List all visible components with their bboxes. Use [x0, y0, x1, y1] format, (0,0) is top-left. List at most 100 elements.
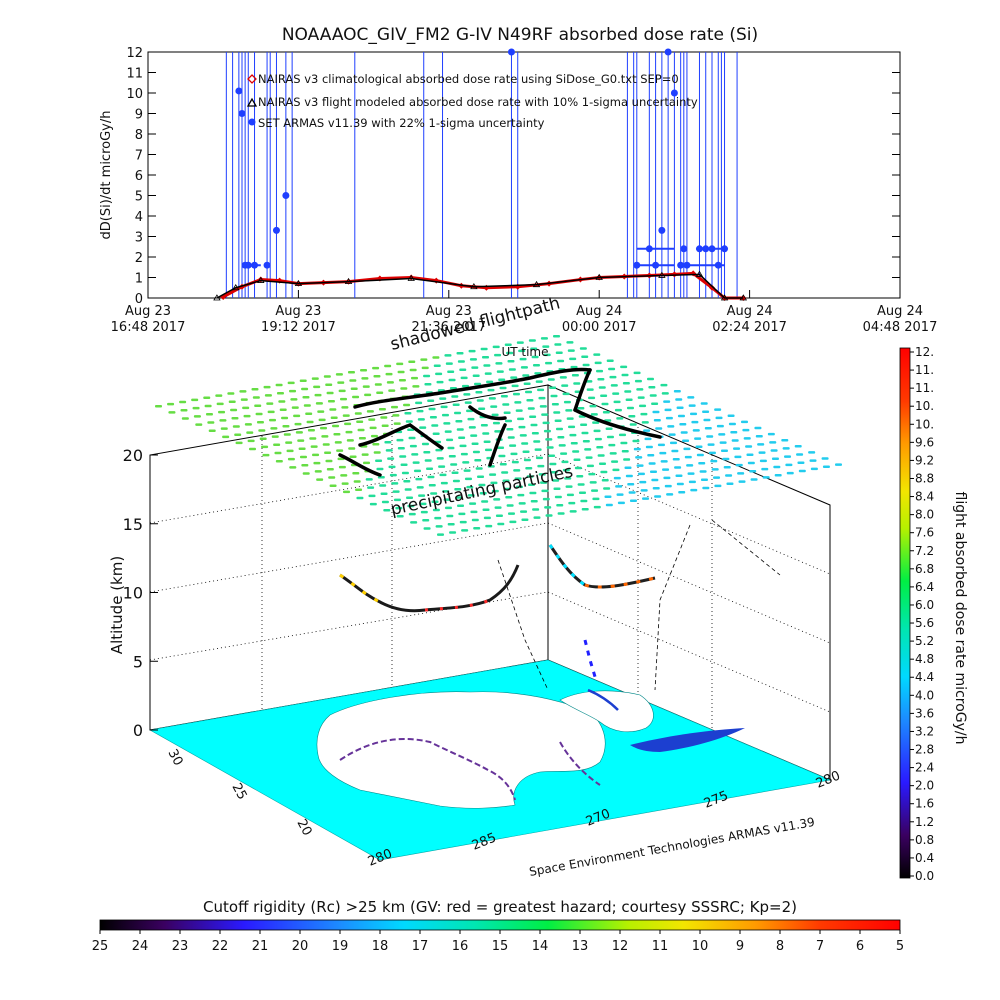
particle-dot: [329, 484, 337, 487]
particle-dot: [640, 412, 648, 416]
x-tick-label: Aug 23: [275, 304, 321, 319]
particle-dot: [167, 402, 175, 406]
particle-dot: [655, 427, 663, 430]
particle-dot: [485, 524, 493, 528]
particle-dot: [520, 510, 528, 513]
particle-dot: [380, 416, 388, 419]
z-tick-label: 15: [123, 515, 143, 534]
particle-dot: [767, 432, 775, 436]
particle-dot: [628, 491, 636, 494]
particle-dot: [424, 459, 432, 462]
particle-dot: [396, 515, 404, 518]
triangle-icon: [246, 97, 258, 107]
particle-dot: [770, 449, 778, 452]
particle-dot: [435, 525, 443, 528]
particle-dot: [498, 454, 506, 458]
particle-dot: [310, 445, 318, 448]
particle-dot: [523, 458, 531, 462]
particle-dot: [504, 343, 512, 346]
particle-dot: [423, 527, 431, 530]
lat-tick: 20: [293, 817, 314, 839]
particle-dot: [581, 507, 589, 511]
colorbar-ticks: 12. 11. 11. 10. 10. 9.6 9.2 8.8 8.4 8.0 7.6 7.2 6.8 6…: [910, 345, 934, 883]
particle-dot: [252, 396, 260, 399]
particle-dot: [482, 432, 490, 435]
particle-dot: [497, 522, 505, 526]
particle-dot: [738, 480, 746, 483]
particle-dot: [531, 431, 539, 435]
particle-dot: [521, 442, 529, 445]
colorbar-gradient: [899, 347, 911, 879]
particle-dot: [582, 363, 590, 367]
particle-dot: [243, 414, 251, 418]
particle-dot: [557, 435, 565, 439]
particle-dot: [679, 422, 687, 426]
particle-dot: [835, 463, 842, 466]
particle-dot: [352, 395, 360, 399]
particle-dot: [474, 382, 482, 386]
particle-dot: [540, 481, 548, 484]
particle-dot: [749, 470, 757, 473]
particle-dot: [297, 439, 305, 442]
particle-dot: [542, 421, 550, 425]
particle-dot: [302, 472, 310, 475]
altitude-axis: 0 5 10 15 20: [123, 446, 158, 740]
particle-dot: [611, 460, 619, 463]
particle-dot: [452, 479, 460, 483]
particle-dot: [657, 443, 665, 447]
particle-dot: [450, 463, 458, 466]
particle-dot: [602, 410, 610, 414]
colorbar-tick-label: 14: [532, 939, 549, 954]
diamond-icon: [247, 74, 257, 84]
particle-dot: [675, 398, 683, 401]
colorbar-tick-label: 6.4: [915, 580, 934, 594]
particle-dot: [690, 412, 698, 416]
particle-dot: [365, 478, 373, 481]
particle-dot: [494, 430, 502, 433]
particle-dot: [797, 461, 805, 465]
particle-dot: [447, 370, 455, 374]
colorbar-tick-label: 7.2: [915, 544, 934, 558]
particle-dot: [707, 443, 715, 446]
particle-dot: [259, 437, 267, 440]
particle-dot: [580, 499, 588, 503]
particle-dot: [624, 390, 632, 393]
y-tick-label: 1: [135, 272, 143, 287]
particle-dot: [242, 406, 250, 410]
colorbar-tick-label: 22: [212, 939, 229, 954]
particle-dot: [672, 458, 680, 461]
particle-dot: [515, 409, 523, 412]
particle-dot: [429, 415, 437, 419]
particle-dot: [620, 365, 628, 369]
particle-dot: [448, 378, 456, 382]
particle-dot: [439, 473, 447, 477]
colorbar-tick-label: 9.2: [915, 453, 934, 467]
particle-dot: [486, 380, 494, 384]
particle-dot: [316, 478, 324, 481]
x-tick-label: 04:48 2017: [863, 320, 938, 335]
particle-dot: [458, 436, 466, 439]
particle-dot: [559, 376, 567, 379]
particle-dot: [428, 407, 436, 411]
particle-dot: [554, 495, 562, 499]
particle-dot: [396, 362, 404, 366]
particle-dot: [522, 374, 530, 377]
particle-dot: [447, 523, 455, 526]
particle-dot: [492, 421, 500, 425]
particle-dot: [692, 429, 700, 432]
particle-dot: [603, 487, 611, 490]
particle-dot: [461, 529, 469, 532]
particle-dot: [510, 376, 518, 379]
particle-dot: [512, 392, 520, 396]
particle-dot: [444, 354, 452, 357]
particle-dot: [456, 351, 464, 355]
particle-dot: [761, 467, 769, 471]
particle-dot: [641, 421, 649, 424]
particle-dot: [285, 441, 293, 444]
particle-dot: [636, 388, 644, 391]
particle-dot: [545, 438, 553, 441]
particle-dot: [521, 518, 529, 522]
particle-dot: [315, 402, 323, 405]
particle-dot: [794, 445, 802, 448]
particle-dot: [519, 357, 527, 361]
